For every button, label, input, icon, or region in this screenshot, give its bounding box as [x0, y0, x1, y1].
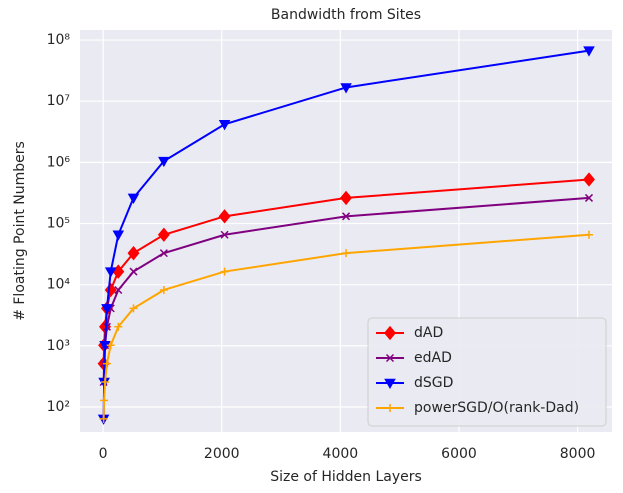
marker — [106, 341, 115, 350]
marker — [158, 156, 170, 168]
marker — [127, 245, 140, 261]
marker — [218, 120, 231, 131]
y-tick-label: 10³ — [47, 338, 70, 354]
marker — [114, 285, 123, 295]
marker — [340, 190, 353, 206]
marker — [100, 396, 109, 405]
legend-label: edAD — [414, 350, 452, 366]
marker — [104, 267, 117, 278]
marker — [129, 304, 138, 313]
marker — [342, 212, 351, 221]
legend-box — [367, 317, 607, 427]
marker — [384, 325, 396, 341]
y-axis-label: # Floating Point Numbers — [12, 141, 28, 321]
legend-label: dSGD — [414, 375, 453, 391]
marker — [385, 353, 395, 363]
marker — [218, 209, 231, 224]
x-tick-label: 0 — [99, 446, 108, 462]
marker — [129, 267, 138, 276]
marker — [112, 230, 125, 241]
y-tick-label: 10⁴ — [47, 277, 71, 293]
marker — [157, 227, 170, 242]
y-tick-label: 10⁵ — [47, 216, 70, 232]
y-tick-label: 10⁶ — [47, 154, 71, 170]
marker — [342, 249, 351, 258]
marker — [386, 404, 394, 412]
legend-label: dAD — [414, 325, 443, 341]
marker — [584, 193, 594, 202]
marker — [114, 322, 123, 331]
marker — [101, 378, 110, 387]
marker — [384, 378, 396, 390]
marker — [583, 46, 595, 57]
x-axis-label: Size of Hidden Layers — [270, 469, 422, 485]
marker — [102, 359, 111, 368]
marker — [101, 304, 113, 315]
marker — [220, 267, 229, 276]
marker — [584, 230, 593, 239]
x-tick-label: 6000 — [441, 446, 477, 462]
marker — [127, 193, 140, 204]
marker — [159, 249, 168, 258]
marker — [220, 230, 229, 239]
legend-label: powerSGD/O(rank-Dad) — [414, 400, 579, 416]
marker — [340, 83, 352, 94]
x-tick-label: 2000 — [204, 446, 240, 462]
y-tick-label: 10⁷ — [47, 93, 70, 109]
chart-title: Bandwidth from Sites — [271, 7, 421, 23]
y-tick-label: 10⁸ — [47, 32, 71, 48]
marker — [99, 414, 108, 423]
x-tick-label: 8000 — [560, 446, 596, 462]
marker — [583, 172, 595, 187]
x-tick-label: 4000 — [323, 446, 359, 462]
y-tick-label: 10² — [47, 399, 70, 415]
marker — [159, 285, 168, 294]
